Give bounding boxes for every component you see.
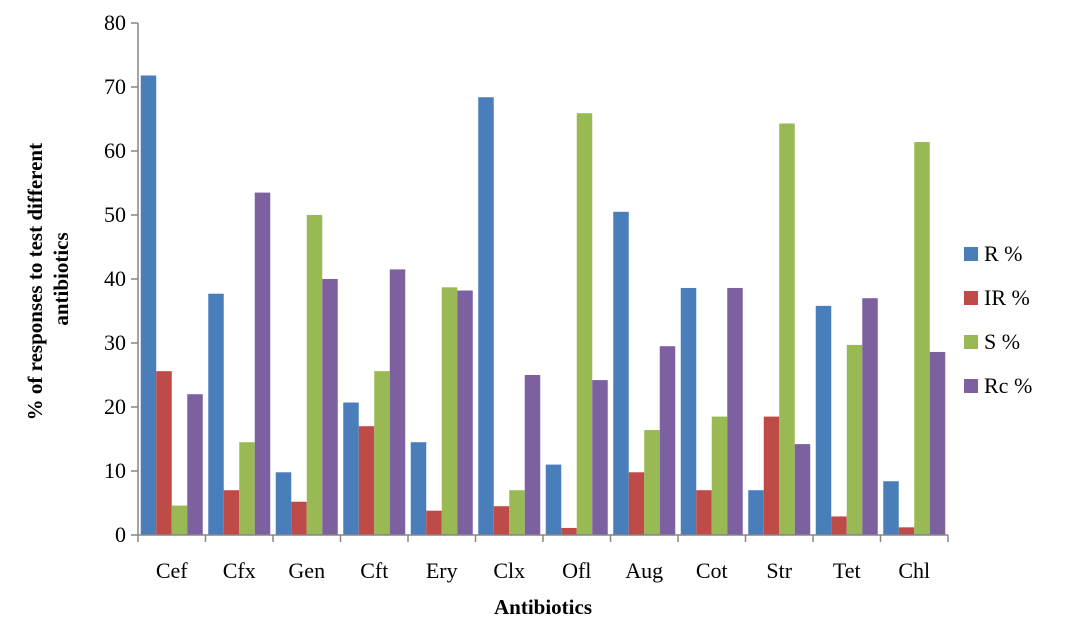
legend: R % IR % S % Rc % [964,241,1032,398]
bar-str-series-4 [794,444,811,535]
bar-chl-series-4 [929,351,946,535]
bar-gen-series-4 [322,279,338,535]
y-tick-label: 60 [104,138,126,163]
bar-str-series-3 [779,123,795,535]
bar-ofl-series-1 [545,464,562,535]
legend-label: R % [984,241,1023,266]
y-tick-label: 10 [104,458,126,483]
bar-tet-series-3 [846,344,863,535]
bar-cef-series-2 [156,371,172,535]
bar-chl-series-2 [898,527,915,535]
y-axis-title-line-1: % of responses to test different [23,143,47,420]
bar-gen-series-2 [291,501,307,535]
bar-gen-series-1 [275,472,292,535]
bar-aug-series-4 [659,346,676,535]
y-tick-label: 30 [104,330,126,355]
bar-aug-series-2 [628,472,645,535]
bar-tet-series-4 [862,298,878,535]
y-tick-label: 80 [104,10,126,35]
bar-cft-series-3 [374,371,390,535]
x-tick-label: Str [766,558,792,583]
bar-cfx-series-4 [254,192,271,535]
bar-ofl-series-4 [592,380,608,535]
bar-tet-series-2 [831,516,847,535]
bar-ofl-series-2 [561,527,577,535]
legend-swatch [964,335,978,349]
bar-ery-series-1 [410,442,427,535]
y-tick-label: 0 [115,522,126,547]
legend-label: Rc % [984,373,1032,398]
x-tick-label: Cfx [223,558,256,583]
x-axis-ticks: Cef Cfx Gen Cft Ery Clx Ofl Aug Cot Str Tet Chl [137,535,949,583]
bar-chl-series-3 [914,142,930,536]
y-tick-label: 70 [104,74,126,99]
bar-cft-series-1 [343,402,359,535]
x-axis-title: Antibiotics [494,595,592,619]
bar-cft-series-4 [389,269,406,535]
legend-swatch [964,379,978,393]
bar-gen-series-3 [306,215,323,535]
bar-cfx-series-3 [239,442,255,535]
bar-clx-series-3 [509,490,525,535]
x-tick-label: Cot [696,558,728,583]
x-tick-label: Cef [156,558,188,583]
bar-cft-series-2 [358,426,375,535]
legend-swatch [964,291,978,305]
bar-cef-series-4 [187,394,203,535]
bar-chl-series-1 [883,481,899,535]
x-tick-label: Ery [426,558,458,583]
legend-label: S % [984,329,1020,354]
y-axis-title: % of responses to test different antibio… [23,138,73,421]
bars [140,75,946,536]
x-tick-label: Clx [493,558,525,583]
y-tick-label: 40 [104,266,126,291]
bar-str-series-1 [748,490,764,535]
bar-ofl-series-3 [576,113,593,536]
y-axis-ticks: 0 10 20 30 40 50 60 70 80 [104,10,138,547]
bar-ery-series-4 [457,290,473,535]
x-tick-label: Ofl [562,558,591,583]
x-tick-label: Aug [625,558,663,583]
bar-cot-series-2 [696,490,712,535]
bar-clx-series-4 [524,375,541,535]
bar-cot-series-1 [680,287,697,535]
bar-str-series-2 [763,416,780,535]
bar-cot-series-4 [727,287,743,535]
x-tick-label: Cft [360,558,388,583]
y-tick-label: 20 [104,394,126,419]
bar-cef-series-3 [171,505,188,535]
x-tick-label: Gen [288,558,325,583]
legend-swatch [964,247,978,261]
bar-cfx-series-1 [208,293,224,535]
bar-aug-series-3 [644,430,660,535]
bar-clx-series-2 [493,506,510,535]
bar-cef-series-1 [140,75,157,535]
legend-label: IR % [984,285,1030,310]
bar-cot-series-3 [711,416,728,535]
y-tick-label: 50 [104,202,126,227]
bar-cfx-series-2 [223,490,240,535]
x-tick-label: Tet [833,558,861,583]
bar-aug-series-1 [613,211,629,536]
bar-tet-series-1 [815,305,832,535]
y-axis-title-line-2: antibiotics [49,232,73,325]
bar-ery-series-2 [426,510,442,535]
bar-clx-series-1 [478,97,494,536]
x-tick-label: Chl [898,558,930,583]
bar-ery-series-3 [441,287,458,535]
